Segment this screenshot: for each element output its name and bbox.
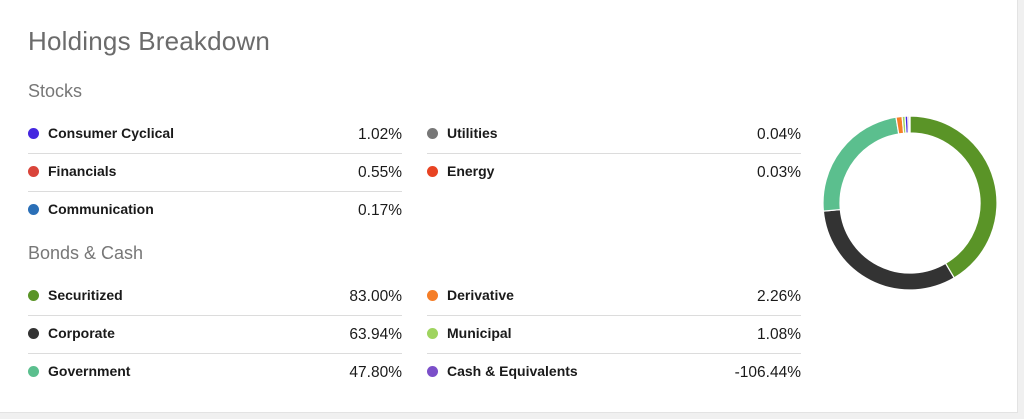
bonds-left-list: Securitized 83.00% Corporate 63.94% Governme… — [28, 278, 402, 392]
holding-value: 0.03% — [757, 164, 801, 181]
list-item: Cash & Equivalents -106.44% — [427, 354, 801, 392]
legend-dot-icon — [427, 328, 438, 339]
legend-dot-icon — [28, 328, 39, 339]
list-item: Utilities 0.04% — [427, 116, 801, 154]
holding-label: Communication — [48, 201, 154, 217]
holding-value: 0.04% — [757, 126, 801, 143]
donut-slice-securitized — [909, 115, 998, 279]
donut-slice-government — [822, 116, 900, 212]
holding-value: 83.00% — [349, 288, 402, 305]
list-item: Energy 0.03% — [427, 154, 801, 192]
holdings-breakdown-card: Holdings Breakdown Stocks Consumer Cycli… — [0, 0, 1018, 413]
legend-dot-icon — [28, 166, 39, 177]
holding-label: Securitized — [48, 287, 123, 303]
legend-dot-icon — [28, 290, 39, 301]
holding-value: -106.44% — [734, 364, 801, 381]
stocks-heading: Stocks — [28, 81, 83, 101]
list-item: Corporate 63.94% — [28, 316, 402, 354]
bonds-right-list: Derivative 2.26% Municipal 1.08% Cash & Equi… — [427, 278, 801, 392]
donut-slice-corporate — [822, 208, 956, 291]
holding-label: Government — [48, 363, 131, 379]
legend-dot-icon — [427, 366, 438, 377]
holding-value: 0.55% — [358, 164, 402, 181]
list-item: Derivative 2.26% — [427, 278, 801, 316]
holding-label: Financials — [48, 163, 117, 179]
list-item: Securitized 83.00% — [28, 278, 402, 316]
holding-label: Utilities — [447, 125, 498, 141]
holding-label: Derivative — [447, 287, 514, 303]
legend-dot-icon — [28, 128, 39, 139]
list-item: Consumer Cyclical 1.02% — [28, 116, 402, 154]
holding-value: 63.94% — [349, 326, 402, 343]
list-item: Communication 0.17% — [28, 192, 402, 230]
page-title: Holdings Breakdown — [28, 26, 271, 56]
legend-dot-icon — [28, 366, 39, 377]
legend-dot-icon — [427, 290, 438, 301]
holding-label: Energy — [447, 163, 495, 179]
list-item: Government 47.80% — [28, 354, 402, 392]
stocks-right-list: Utilities 0.04% Energy 0.03% — [427, 116, 801, 192]
legend-dot-icon — [427, 166, 438, 177]
holding-value: 2.26% — [757, 288, 801, 305]
holding-value: 0.17% — [358, 202, 402, 219]
stocks-left-list: Consumer Cyclical 1.02% Financials 0.55% Com… — [28, 116, 402, 230]
holding-label: Cash & Equivalents — [447, 363, 578, 379]
holding-value: 1.02% — [358, 126, 402, 143]
holding-label: Corporate — [48, 325, 115, 341]
holdings-donut-chart — [822, 115, 998, 291]
holding-label: Consumer Cyclical — [48, 125, 175, 141]
list-item: Financials 0.55% — [28, 154, 402, 192]
holding-label: Municipal — [447, 325, 512, 341]
legend-dot-icon — [28, 204, 39, 215]
bonds-heading: Bonds & Cash — [28, 243, 144, 263]
legend-dot-icon — [427, 128, 438, 139]
list-item: Municipal 1.08% — [427, 316, 801, 354]
holding-value: 1.08% — [757, 326, 801, 343]
holding-value: 47.80% — [349, 364, 402, 381]
